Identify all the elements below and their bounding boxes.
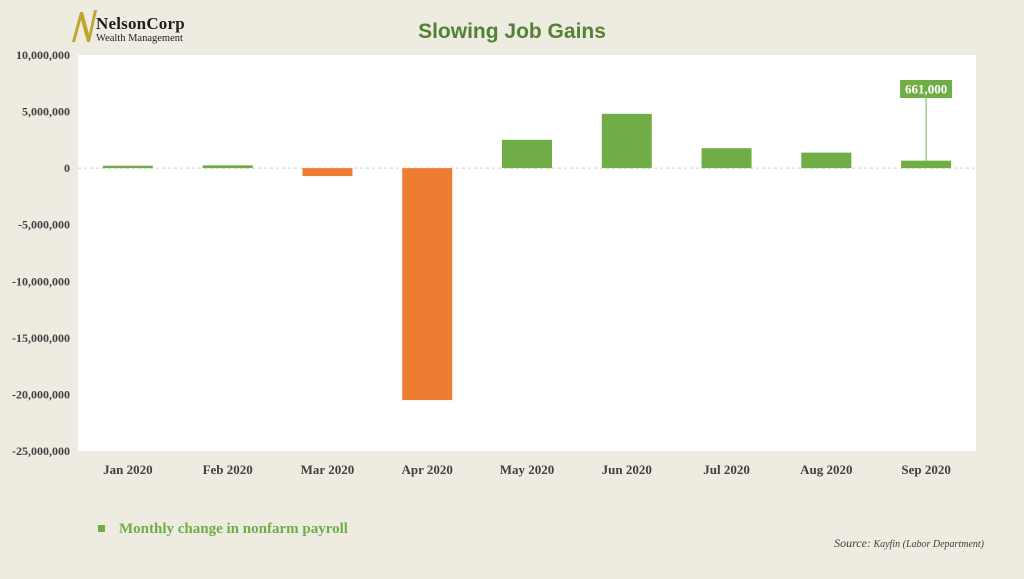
x-tick-label: Feb 2020 [203,462,253,477]
y-tick-label: 0 [64,161,70,175]
y-tick-label: -5,000,000 [18,218,70,232]
x-tick-label: May 2020 [500,462,555,477]
y-tick-label: -10,000,000 [12,274,70,288]
legend-swatch [98,525,105,533]
nelsoncorp-logo: NelsonCorp Wealth Management [70,8,240,48]
bar [302,168,353,177]
legend-label: Monthly change in nonfarm payroll [119,521,348,537]
y-tick-label: -20,000,000 [12,387,70,401]
x-tick-label: Jan 2020 [103,462,152,477]
bar [601,113,652,169]
x-tick-label: Aug 2020 [800,462,852,477]
x-tick-label: Sep 2020 [901,462,950,477]
x-tick-label: Jun 2020 [602,462,652,477]
annotation-box [900,80,953,98]
y-tick-label: -15,000,000 [12,331,70,345]
bar [701,148,752,169]
logo-subtitle: Wealth Management [96,33,183,44]
bar [102,165,153,169]
bar [202,165,253,169]
source-text: Kayfin (Labor Department) [873,539,984,550]
data-label: 661,000 [905,82,947,97]
bar [801,152,852,169]
y-tick-label: 5,000,000 [22,105,70,119]
chart-title: Slowing Job Gains [418,20,606,43]
logo-name: NelsonCorp [96,14,185,33]
source-note: Source: Kayfin (Labor Department) [834,536,984,551]
plot-area [78,55,976,451]
y-tick-label: -25,000,000 [12,444,70,458]
x-tick-label: Jul 2020 [703,462,750,477]
x-tick-label: Mar 2020 [301,462,355,477]
source-label: Source: [834,536,871,550]
y-tick-label: 10,000,000 [16,48,70,62]
x-tick-label: Apr 2020 [402,462,453,477]
logo-n-mark-icon [72,10,97,42]
legend: Monthly change in nonfarm payroll [98,521,348,538]
bar [502,139,552,169]
bar [402,168,453,401]
bar [901,160,952,169]
